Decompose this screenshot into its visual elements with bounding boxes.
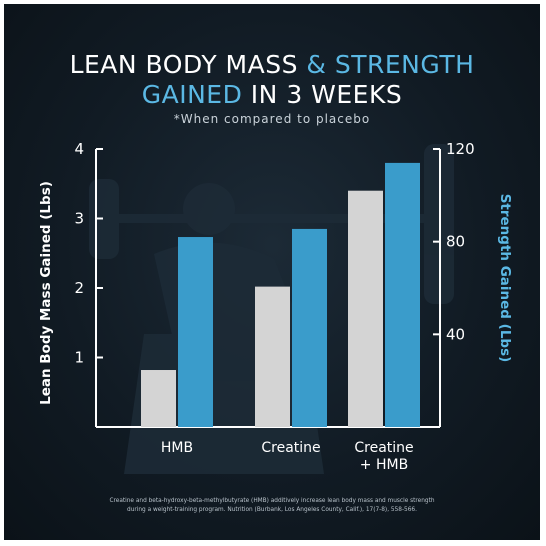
left-axis-label: Lean Body Mass Gained (Lbs) <box>38 181 54 405</box>
page-title-line-2: GAINED IN 3 WEEKS <box>4 80 540 109</box>
bar-strength <box>178 237 213 427</box>
bar-strength <box>292 228 327 427</box>
left-tick-label: 3 <box>74 210 84 228</box>
x-tick-label: + HMB <box>360 457 408 473</box>
bar-lean-body-mass <box>348 190 383 427</box>
subtitle: *When compared to placebo <box>173 112 371 126</box>
x-tick-label: Creatine <box>354 440 413 456</box>
title-white-part: LEAN BODY MASS <box>69 50 298 79</box>
citation-footnote: Creatine and beta-hydroxy-beta-methylbut… <box>44 497 500 515</box>
x-tick-label: Creatine <box>261 440 320 456</box>
page-title-line-1: LEAN BODY MASS & STRENGTH <box>4 50 540 79</box>
left-tick-label: 4 <box>74 140 84 158</box>
footnote-line-2: during a weight-training program. Nutrit… <box>127 507 417 513</box>
footnote-line-1: Creatine and beta-hydroxy-beta-methylbut… <box>109 498 435 504</box>
title-white-part-2: IN 3 WEEKS <box>250 80 403 109</box>
right-axis-label: Strength Gained (Lbs) <box>497 194 513 363</box>
bar-lean-body-mass <box>141 370 176 427</box>
x-tick-label: HMB <box>161 440 193 456</box>
left-tick-label: 1 <box>74 349 84 367</box>
left-tick-label: 2 <box>74 279 84 297</box>
title-accent-part: & STRENGTH <box>306 50 475 79</box>
bar-lean-body-mass <box>255 286 290 427</box>
right-tick-label: 40 <box>446 325 465 343</box>
title-accent-part-2: GAINED <box>141 80 243 109</box>
right-tick-label: 80 <box>446 233 465 251</box>
infographic-card: LEAN BODY MASS & STRENGTH GAINED IN 3 WE… <box>4 4 540 540</box>
right-tick-label: 120 <box>446 140 475 158</box>
bar-strength <box>385 162 420 427</box>
